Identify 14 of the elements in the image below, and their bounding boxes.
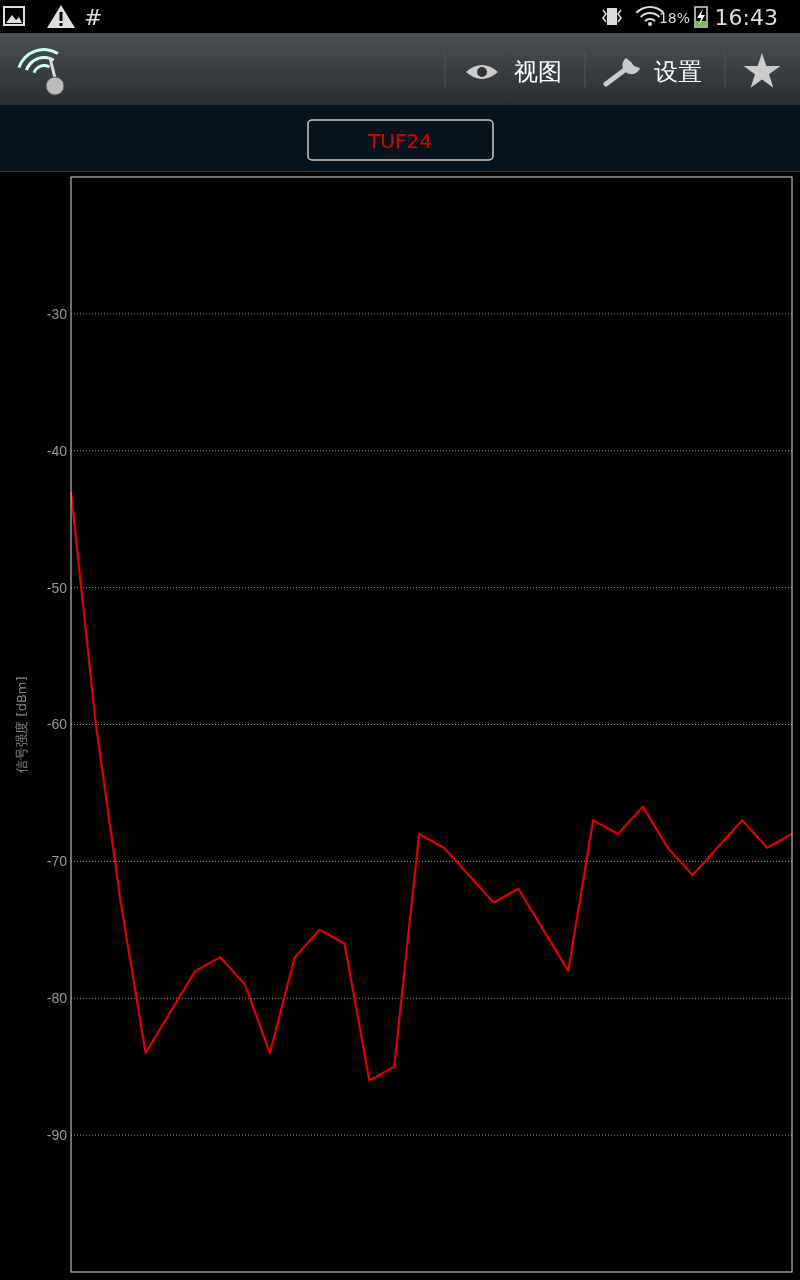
chart-title: TUF24 xyxy=(367,129,432,153)
y-tick-label: -50 xyxy=(46,579,68,596)
y-axis-title: 信号强度 [dBm] xyxy=(14,676,29,773)
y-tick-label: -40 xyxy=(46,442,68,459)
text: 16:43 xyxy=(714,5,778,30)
y-tick-label: -90 xyxy=(46,1127,68,1144)
text: 设置 xyxy=(654,58,702,86)
text: 18% xyxy=(658,10,690,26)
y-tick-label: -70 xyxy=(46,853,68,870)
y-tick-label: -60 xyxy=(46,716,68,733)
text: # xyxy=(84,5,103,30)
text: 视图 xyxy=(514,58,562,86)
y-tick-label: -30 xyxy=(46,305,68,322)
y-tick-label: -80 xyxy=(46,990,68,1007)
